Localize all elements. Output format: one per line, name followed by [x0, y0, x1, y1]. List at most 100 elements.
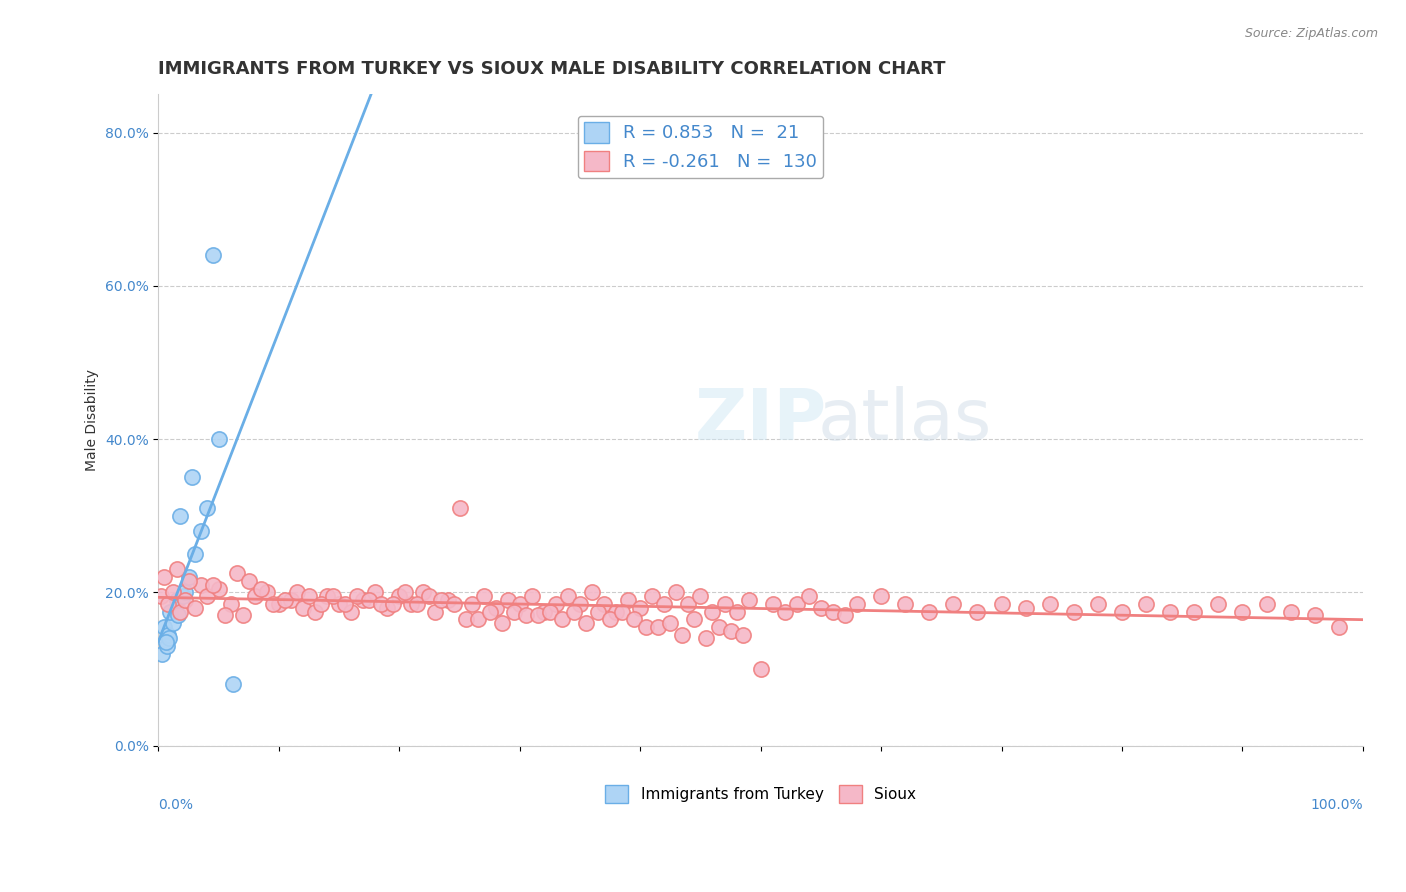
Point — [821, 605, 844, 619]
Point — [894, 597, 917, 611]
Point — [551, 612, 574, 626]
Point — [593, 597, 616, 611]
Point — [797, 589, 820, 603]
Point — [460, 597, 482, 611]
Point — [162, 585, 184, 599]
Point — [628, 600, 651, 615]
Point — [394, 585, 416, 599]
Point — [509, 597, 531, 611]
Point — [285, 585, 308, 599]
Point — [966, 605, 988, 619]
Point — [467, 612, 489, 626]
Point — [388, 589, 411, 603]
Point — [156, 639, 179, 653]
Point — [575, 615, 598, 630]
Point — [150, 647, 173, 661]
Text: atlas: atlas — [818, 385, 993, 455]
Point — [340, 605, 363, 619]
Point — [942, 597, 965, 611]
Text: ZIP: ZIP — [695, 385, 827, 455]
Point — [846, 597, 869, 611]
Point — [225, 566, 247, 581]
Point — [762, 597, 785, 611]
Point — [1279, 605, 1302, 619]
Point — [786, 597, 808, 611]
Point — [581, 585, 603, 599]
Point — [222, 677, 245, 691]
Point — [1303, 608, 1326, 623]
Point — [725, 605, 748, 619]
Point — [174, 585, 197, 599]
Point — [515, 608, 537, 623]
Point — [557, 589, 579, 603]
Point — [406, 597, 429, 611]
Point — [328, 597, 350, 611]
Point — [166, 593, 188, 607]
Point — [214, 608, 236, 623]
Point — [1087, 597, 1109, 611]
Point — [636, 620, 658, 634]
Text: 0.0%: 0.0% — [159, 797, 194, 812]
Point — [166, 608, 188, 623]
Point — [238, 574, 260, 588]
Point — [737, 593, 759, 607]
Point — [1014, 600, 1036, 615]
Point — [1159, 605, 1181, 619]
Point — [430, 593, 453, 607]
Point — [720, 624, 742, 638]
Point — [617, 593, 640, 607]
Point — [918, 605, 941, 619]
Point — [1063, 605, 1085, 619]
Point — [1256, 597, 1278, 611]
Point — [169, 508, 191, 523]
Point — [472, 589, 495, 603]
Point — [172, 589, 194, 603]
Point — [478, 605, 501, 619]
Point — [382, 597, 405, 611]
Point — [689, 589, 711, 603]
Point — [533, 605, 555, 619]
Point — [485, 600, 508, 615]
Point — [177, 574, 200, 588]
Point — [605, 605, 627, 619]
Point — [425, 605, 447, 619]
Point — [243, 589, 266, 603]
Point — [702, 605, 724, 619]
Point — [359, 593, 381, 607]
Point — [159, 605, 181, 619]
Point — [695, 632, 717, 646]
Point — [195, 589, 218, 603]
Point — [412, 585, 434, 599]
Point — [1135, 597, 1157, 611]
Point — [1208, 597, 1230, 611]
Point — [834, 608, 856, 623]
Point — [870, 589, 893, 603]
Point — [208, 582, 231, 596]
Point — [1039, 597, 1062, 611]
Point — [491, 615, 513, 630]
Point — [418, 589, 440, 603]
Point — [586, 605, 609, 619]
Point — [157, 597, 180, 611]
Point — [190, 524, 212, 538]
Point — [304, 605, 326, 619]
Text: Source: ZipAtlas.com: Source: ZipAtlas.com — [1244, 27, 1378, 40]
Point — [166, 562, 188, 576]
Point — [1182, 605, 1205, 619]
Point — [671, 627, 693, 641]
Point — [544, 597, 567, 611]
Point — [641, 589, 664, 603]
Point — [623, 612, 645, 626]
Point — [612, 605, 634, 619]
Point — [647, 620, 669, 634]
Point — [157, 632, 180, 646]
Point — [183, 547, 205, 561]
Point — [346, 589, 368, 603]
Point — [569, 597, 592, 611]
Point — [707, 620, 730, 634]
Point — [208, 432, 231, 446]
Point — [274, 593, 297, 607]
Point — [267, 597, 290, 611]
Point — [520, 589, 543, 603]
Point — [190, 578, 212, 592]
